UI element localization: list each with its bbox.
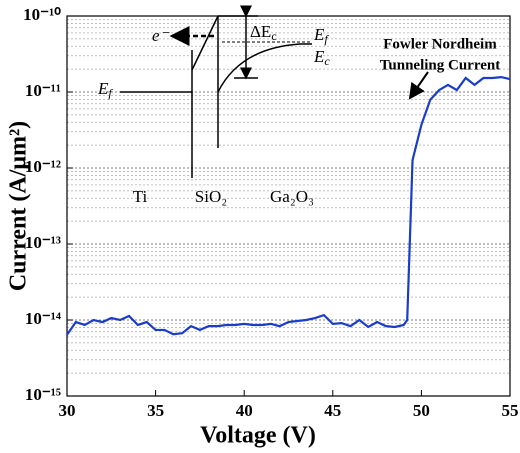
grid — [67, 19, 510, 374]
label-main: E — [313, 47, 325, 66]
x-tick-label: 30 — [59, 401, 76, 420]
region-label: SiO₂ — [195, 187, 227, 206]
ef-right-label: Ef — [313, 25, 329, 46]
plot-frame — [66, 15, 511, 397]
data-line — [66, 76, 511, 336]
label-main: E — [97, 79, 109, 98]
label-sub: f — [324, 32, 329, 46]
y-tick-label: 10⁻¹⁵ — [25, 385, 61, 404]
annotation: Tunneling Current — [380, 57, 500, 73]
annotation: Fowler Nordheim — [383, 36, 497, 52]
x-tick-label: 55 — [502, 401, 519, 420]
y-tick-label: 10⁻¹³ — [25, 233, 61, 252]
y-tick-label: 10⁻¹⁴ — [25, 309, 61, 328]
y-tick-label: 10⁻¹⁰ — [23, 5, 61, 24]
label-sub: c — [324, 54, 330, 68]
delta-ec-label: ΔEc — [250, 22, 277, 43]
x-tick-label: 45 — [324, 401, 341, 420]
ec-right-label: Ec — [313, 47, 330, 68]
region-label: Ga₂O₃ — [270, 187, 314, 206]
y-tick-label: 10⁻¹¹ — [25, 81, 61, 100]
x-tick-label: 40 — [236, 401, 253, 420]
label-main: ΔE — [250, 22, 271, 41]
region-label: Ti — [133, 187, 148, 206]
x-axis-label: Voltage (V) — [200, 423, 316, 449]
x-tick-label: 50 — [413, 401, 430, 420]
label-sub: f — [108, 86, 113, 100]
y-tick-label: 10⁻¹² — [25, 157, 61, 176]
ef-left-label: Ef — [97, 79, 113, 100]
x-tick-label: 35 — [147, 401, 164, 420]
label-sub: c — [271, 29, 276, 43]
y-axis-label: Current (A/μm²) — [6, 121, 32, 291]
electron-label: e⁻ — [152, 26, 171, 45]
label-main: E — [313, 25, 325, 44]
